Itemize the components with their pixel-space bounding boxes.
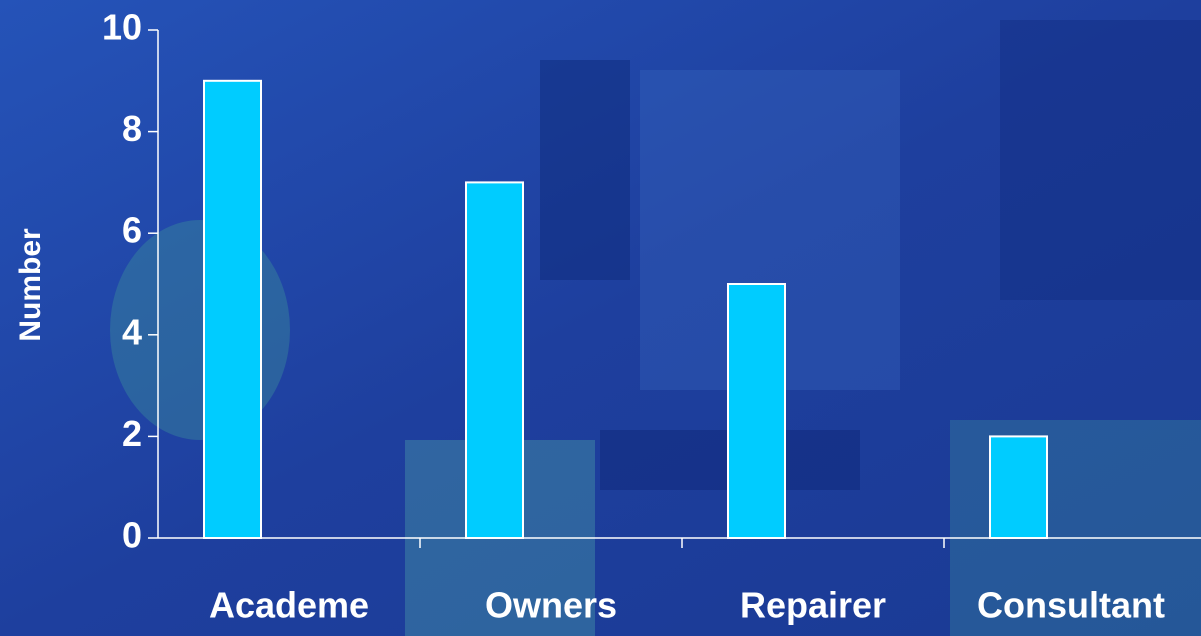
y-tick-label: 0 [122, 515, 142, 556]
y-tick-label: 2 [122, 413, 142, 454]
y-tick-label: 4 [122, 311, 142, 352]
y-tick-label: 6 [122, 210, 142, 251]
x-tick-label: Consultant [977, 585, 1165, 626]
x-tick-label: Owners [485, 585, 617, 626]
bar [727, 283, 786, 539]
y-tick-label: 10 [102, 7, 142, 48]
x-tick-label: Academe [209, 585, 369, 626]
bar [465, 181, 524, 539]
x-tick-label: Repairer [740, 585, 886, 626]
y-tick-label: 8 [122, 108, 142, 149]
y-axis-label: Number [14, 228, 47, 342]
bar [989, 435, 1048, 539]
bar [203, 79, 262, 540]
